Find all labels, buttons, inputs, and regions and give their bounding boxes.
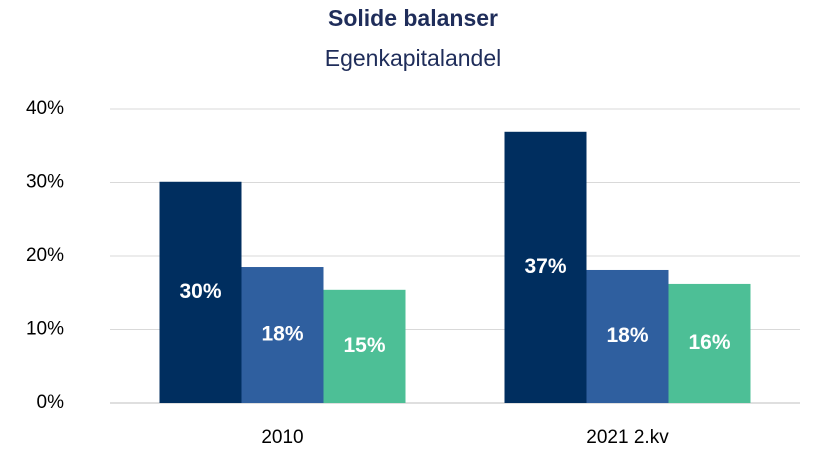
y-tick-label: 0% xyxy=(37,392,65,413)
bar xyxy=(668,283,751,403)
chart-title: Solide balanser xyxy=(328,5,498,31)
y-tick-label: 20% xyxy=(26,245,64,266)
value-label: 15% xyxy=(343,334,385,357)
value-label: 30% xyxy=(179,280,221,303)
value-label: 37% xyxy=(524,255,566,278)
bar xyxy=(159,181,242,403)
value-label: 18% xyxy=(606,324,648,347)
x-tick-label: 2010 xyxy=(261,427,303,448)
bar xyxy=(586,269,669,403)
bar xyxy=(323,289,406,403)
bar xyxy=(504,131,587,403)
bar xyxy=(241,267,324,403)
value-label: 16% xyxy=(688,331,730,354)
chart-subtitle: Egenkapitalandel xyxy=(325,45,501,71)
value-label: 18% xyxy=(261,323,303,346)
y-tick-label: 10% xyxy=(26,319,64,340)
x-tick-label: 2021 2.kv xyxy=(586,427,669,448)
y-tick-label: 40% xyxy=(26,98,64,119)
y-tick-label: 30% xyxy=(26,172,64,193)
